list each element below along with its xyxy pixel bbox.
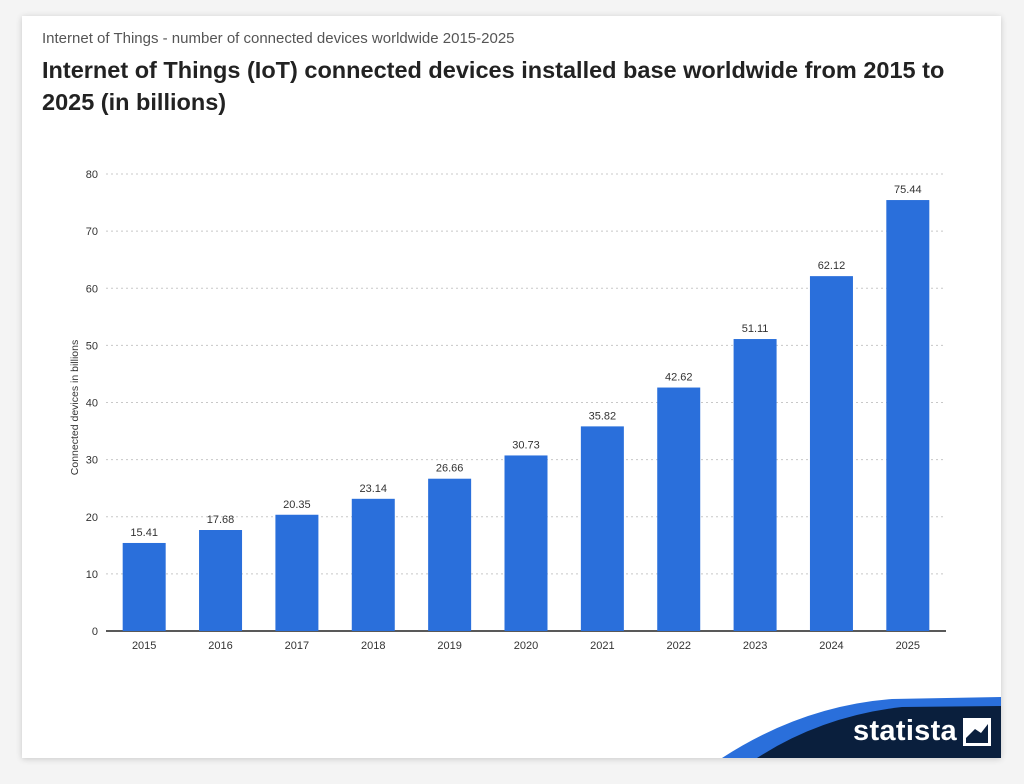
bar <box>886 200 930 631</box>
x-tick-label: 2019 <box>437 640 461 652</box>
x-tick-label: 2021 <box>590 640 614 652</box>
x-tick-label: 2023 <box>743 640 767 652</box>
y-tick-label: 40 <box>86 398 98 410</box>
bar-value-label: 17.68 <box>207 514 235 526</box>
bar <box>504 455 548 631</box>
y-tick-label: 20 <box>86 512 98 524</box>
statista-logo-icon <box>963 717 991 746</box>
x-tick-label: 2025 <box>896 640 920 652</box>
bar-value-label: 75.44 <box>894 184 922 196</box>
bar <box>199 530 243 631</box>
statista-logo-text: statista <box>853 715 957 747</box>
bar-value-label: 26.66 <box>436 463 464 475</box>
chart-card: Internet of Things - number of connected… <box>22 16 1001 758</box>
y-tick-label: 80 <box>86 169 98 181</box>
bar <box>122 542 166 631</box>
y-tick-label: 30 <box>86 455 98 467</box>
x-tick-label: 2017 <box>285 640 309 652</box>
bar-value-label: 42.62 <box>665 372 693 384</box>
x-tick-label: 2018 <box>361 640 385 652</box>
bar-value-label: 35.82 <box>589 410 617 422</box>
bar <box>275 514 319 631</box>
chart-supertitle: Internet of Things - number of connected… <box>42 30 515 47</box>
bar-value-label: 15.41 <box>130 527 158 539</box>
x-tick-label: 2016 <box>208 640 232 652</box>
x-tick-label: 2022 <box>666 640 690 652</box>
y-tick-label: 50 <box>86 340 98 352</box>
bar <box>351 498 395 631</box>
y-axis-label: Connected devices in billions <box>69 340 81 475</box>
bar-value-label: 51.11 <box>742 323 769 335</box>
y-tick-label: 10 <box>86 569 98 581</box>
bar-chart: 0 10 20 30 40 50 60 70 80 Connected devices in bi… <box>69 169 946 652</box>
x-tick-label: 2015 <box>132 640 156 652</box>
chart-title: Internet of Things (IoT) connected devic… <box>42 57 945 115</box>
bar <box>428 478 472 631</box>
bar-value-label: 20.35 <box>283 499 311 511</box>
bar <box>657 387 701 631</box>
bar-value-label: 62.12 <box>818 260 846 272</box>
brand-band <box>722 697 1001 758</box>
statista-logo: statista <box>853 715 991 748</box>
bar <box>580 426 624 631</box>
y-tick-label: 0 <box>92 626 98 638</box>
x-tick-label: 2020 <box>514 640 538 652</box>
bar-value-label: 23.14 <box>360 483 388 495</box>
y-tick-label: 60 <box>86 283 98 295</box>
x-tick-label: 2024 <box>819 640 843 652</box>
bar <box>809 276 853 631</box>
bar <box>733 339 777 631</box>
y-tick-label: 70 <box>86 226 98 238</box>
bar-value-label: 30.73 <box>512 439 540 451</box>
